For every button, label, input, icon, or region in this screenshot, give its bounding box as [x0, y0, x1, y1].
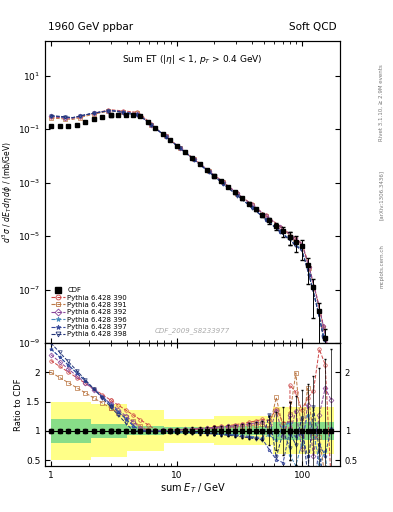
X-axis label: sum $E_T$ / GeV: sum $E_T$ / GeV: [160, 481, 226, 495]
Legend: CDF, Pythia 6.428 390, Pythia 6.428 391, Pythia 6.428 392, Pythia 6.428 396, Pyt: CDF, Pythia 6.428 390, Pythia 6.428 391,…: [49, 285, 129, 339]
Text: Soft QCD: Soft QCD: [289, 22, 337, 32]
Text: 1960 GeV ppbar: 1960 GeV ppbar: [48, 22, 133, 32]
Text: mcplots.cern.ch: mcplots.cern.ch: [379, 244, 384, 288]
Text: Rivet 3.1.10, ≥ 2.9M events: Rivet 3.1.10, ≥ 2.9M events: [379, 64, 384, 141]
Text: Sum ET ($|\eta|$ < 1, $p_T$ > 0.4 GeV): Sum ET ($|\eta|$ < 1, $p_T$ > 0.4 GeV): [122, 53, 263, 66]
Y-axis label: $d^3\sigma$ / $dE_T\,d\eta\,d\phi$ / (mb/GeV): $d^3\sigma$ / $dE_T\,d\eta\,d\phi$ / (mb…: [1, 141, 15, 243]
Text: [arXiv:1306.3436]: [arXiv:1306.3436]: [379, 169, 384, 220]
Text: CDF_2009_S8233977: CDF_2009_S8233977: [155, 327, 230, 334]
Y-axis label: Ratio to CDF: Ratio to CDF: [14, 378, 23, 431]
